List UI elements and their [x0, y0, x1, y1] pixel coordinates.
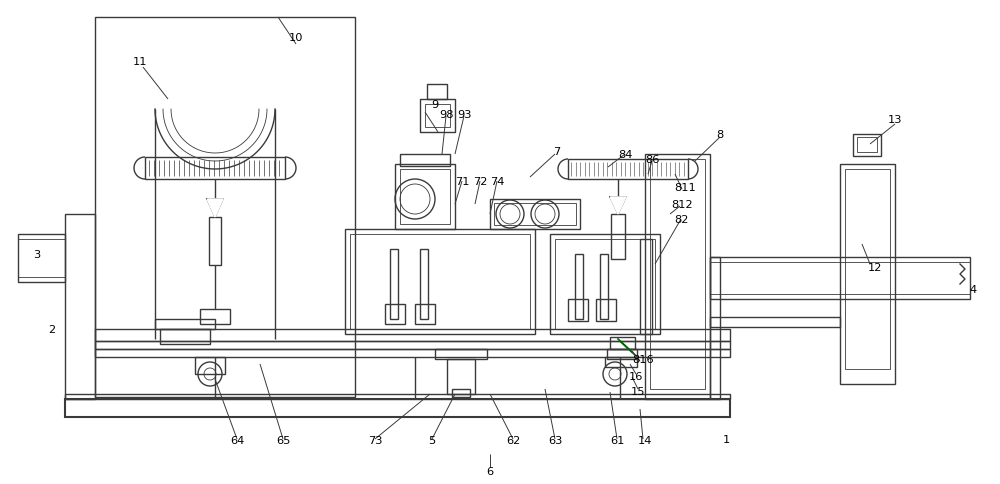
Text: 98: 98 — [439, 110, 453, 120]
Text: 11: 11 — [133, 57, 147, 67]
Bar — [840, 165, 895, 384]
Bar — [550, 235, 660, 334]
Text: 86: 86 — [645, 155, 659, 165]
Text: 72: 72 — [473, 177, 487, 187]
Bar — [596, 300, 616, 321]
Text: 13: 13 — [888, 115, 902, 125]
Polygon shape — [610, 197, 626, 214]
Text: 93: 93 — [457, 110, 471, 120]
Text: 73: 73 — [368, 435, 382, 445]
Text: 84: 84 — [618, 150, 632, 160]
Bar — [95, 341, 730, 349]
Bar — [710, 257, 720, 399]
Bar — [65, 399, 730, 417]
Bar — [345, 229, 535, 334]
Bar — [427, 85, 447, 100]
Text: 82: 82 — [674, 214, 688, 225]
Bar — [447, 359, 475, 394]
Bar — [160, 329, 210, 344]
Bar — [155, 319, 215, 329]
Bar — [607, 349, 637, 359]
Text: 61: 61 — [610, 435, 624, 445]
Bar — [425, 105, 450, 128]
Text: 74: 74 — [490, 177, 504, 187]
Bar — [195, 357, 225, 374]
Text: 64: 64 — [230, 435, 244, 445]
Bar — [350, 235, 530, 329]
Text: 816: 816 — [632, 354, 654, 364]
Bar — [853, 135, 881, 157]
Text: 811: 811 — [674, 182, 696, 193]
Bar — [400, 155, 450, 166]
Bar — [650, 160, 705, 389]
Bar — [95, 18, 355, 397]
Text: 14: 14 — [638, 435, 652, 445]
Bar — [385, 304, 405, 324]
Bar — [415, 304, 435, 324]
Text: 6: 6 — [486, 466, 494, 476]
Bar — [640, 240, 652, 334]
Text: 8: 8 — [716, 130, 724, 140]
Bar — [65, 394, 730, 399]
Text: 62: 62 — [506, 435, 520, 445]
Text: 12: 12 — [868, 262, 882, 272]
Text: 71: 71 — [455, 177, 469, 187]
Bar — [452, 389, 470, 397]
Bar — [95, 329, 730, 341]
Bar — [610, 337, 635, 349]
Text: 2: 2 — [48, 324, 56, 334]
Bar — [18, 235, 65, 283]
Bar — [209, 217, 221, 265]
Text: 63: 63 — [548, 435, 562, 445]
Bar — [420, 249, 428, 319]
Text: 10: 10 — [289, 33, 303, 43]
Bar — [600, 255, 608, 319]
Bar — [857, 138, 877, 152]
Bar — [568, 160, 688, 180]
Text: 9: 9 — [431, 100, 439, 110]
Bar — [65, 214, 95, 399]
Text: 7: 7 — [553, 147, 561, 157]
Text: 65: 65 — [276, 435, 290, 445]
Bar — [710, 262, 970, 294]
Text: 16: 16 — [629, 371, 643, 381]
Bar — [611, 214, 625, 259]
Bar — [710, 257, 970, 300]
Bar — [605, 357, 637, 367]
Bar — [645, 155, 710, 399]
Bar — [710, 318, 840, 327]
Bar — [395, 165, 455, 229]
Bar — [390, 249, 398, 319]
Bar — [555, 240, 655, 329]
Bar — [490, 199, 580, 229]
Bar — [400, 170, 450, 225]
Bar — [145, 158, 285, 180]
Bar — [95, 349, 730, 357]
Bar — [18, 240, 65, 277]
Bar — [420, 100, 455, 133]
Text: 15: 15 — [631, 386, 645, 396]
Text: 1: 1 — [722, 434, 730, 444]
Text: 4: 4 — [969, 285, 977, 294]
Text: 5: 5 — [428, 435, 436, 445]
Bar — [435, 349, 487, 359]
Bar — [568, 300, 588, 321]
Text: 812: 812 — [671, 199, 693, 210]
Bar — [575, 255, 583, 319]
Bar — [845, 170, 890, 369]
Polygon shape — [207, 199, 223, 217]
Text: 3: 3 — [33, 249, 41, 259]
Bar — [494, 204, 576, 226]
Bar — [200, 309, 230, 324]
